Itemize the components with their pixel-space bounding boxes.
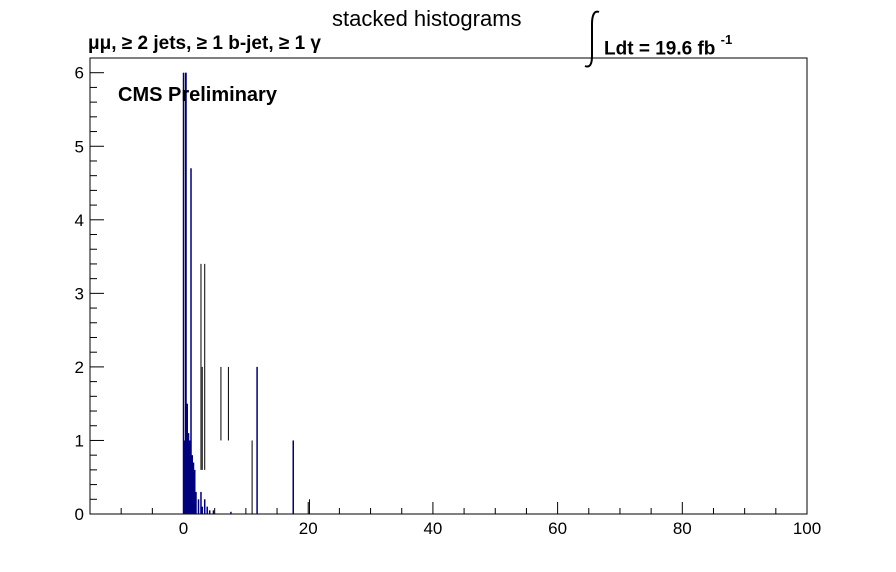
y-tick-label: 0 [75,505,84,524]
histogram-bin [182,72,185,514]
histogram-bin [193,469,196,514]
histogram-bin [208,510,211,514]
y-tick-label: 2 [75,358,84,377]
y-tick-label: 3 [75,284,84,303]
chart-title: stacked histograms [332,6,522,31]
histogram-bin [189,440,191,514]
histogram-bin [200,491,202,514]
histogram-bin [206,506,208,514]
histogram-bin [203,499,206,514]
histogram-bin [187,433,190,514]
error-bars [184,72,310,514]
y-tick-label: 1 [75,431,84,450]
histogram-bin [212,510,215,514]
selection-label: μμ, ≥ 2 jets, ≥ 1 b-jet, ≥ 1 γ [88,33,321,54]
histogram-bin [192,462,195,514]
histogram-bin [292,440,295,514]
luminosity-exponent: -1 [720,32,733,47]
histogram-bin [197,499,200,514]
y-tick-label: 4 [75,211,84,230]
histogram-bin [184,440,186,514]
x-tick-label: 20 [299,519,318,538]
x-tick-label: 40 [423,519,442,538]
histogram-bin [190,168,192,515]
histogram-bins [182,72,295,515]
x-tick-label: 100 [793,519,821,538]
histogram-bin [191,455,194,514]
cms-label: CMS Preliminary [118,84,277,106]
histogram-bin [256,366,258,514]
histogram-bin [230,511,232,514]
x-tick-label: 0 [179,519,188,538]
luminosity-text: Ldt = 19.6 fb [604,38,716,60]
plot-frame [89,57,808,515]
histogram-bin [185,72,187,514]
y-tick-label: 6 [75,64,84,83]
histogram-bin [195,491,197,514]
integral-sign [584,10,600,68]
axes: 0 20 40 60 80 100 0 1 2 3 4 5 6 [75,57,821,538]
histogram-bin [186,403,189,514]
x-tick-label: 60 [548,519,567,538]
x-tick-label: 80 [673,519,692,538]
luminosity-label: Ldt = 19.6 fb -1 [604,32,733,60]
y-tick-label: 5 [75,137,84,156]
histogram-bin [201,506,203,514]
